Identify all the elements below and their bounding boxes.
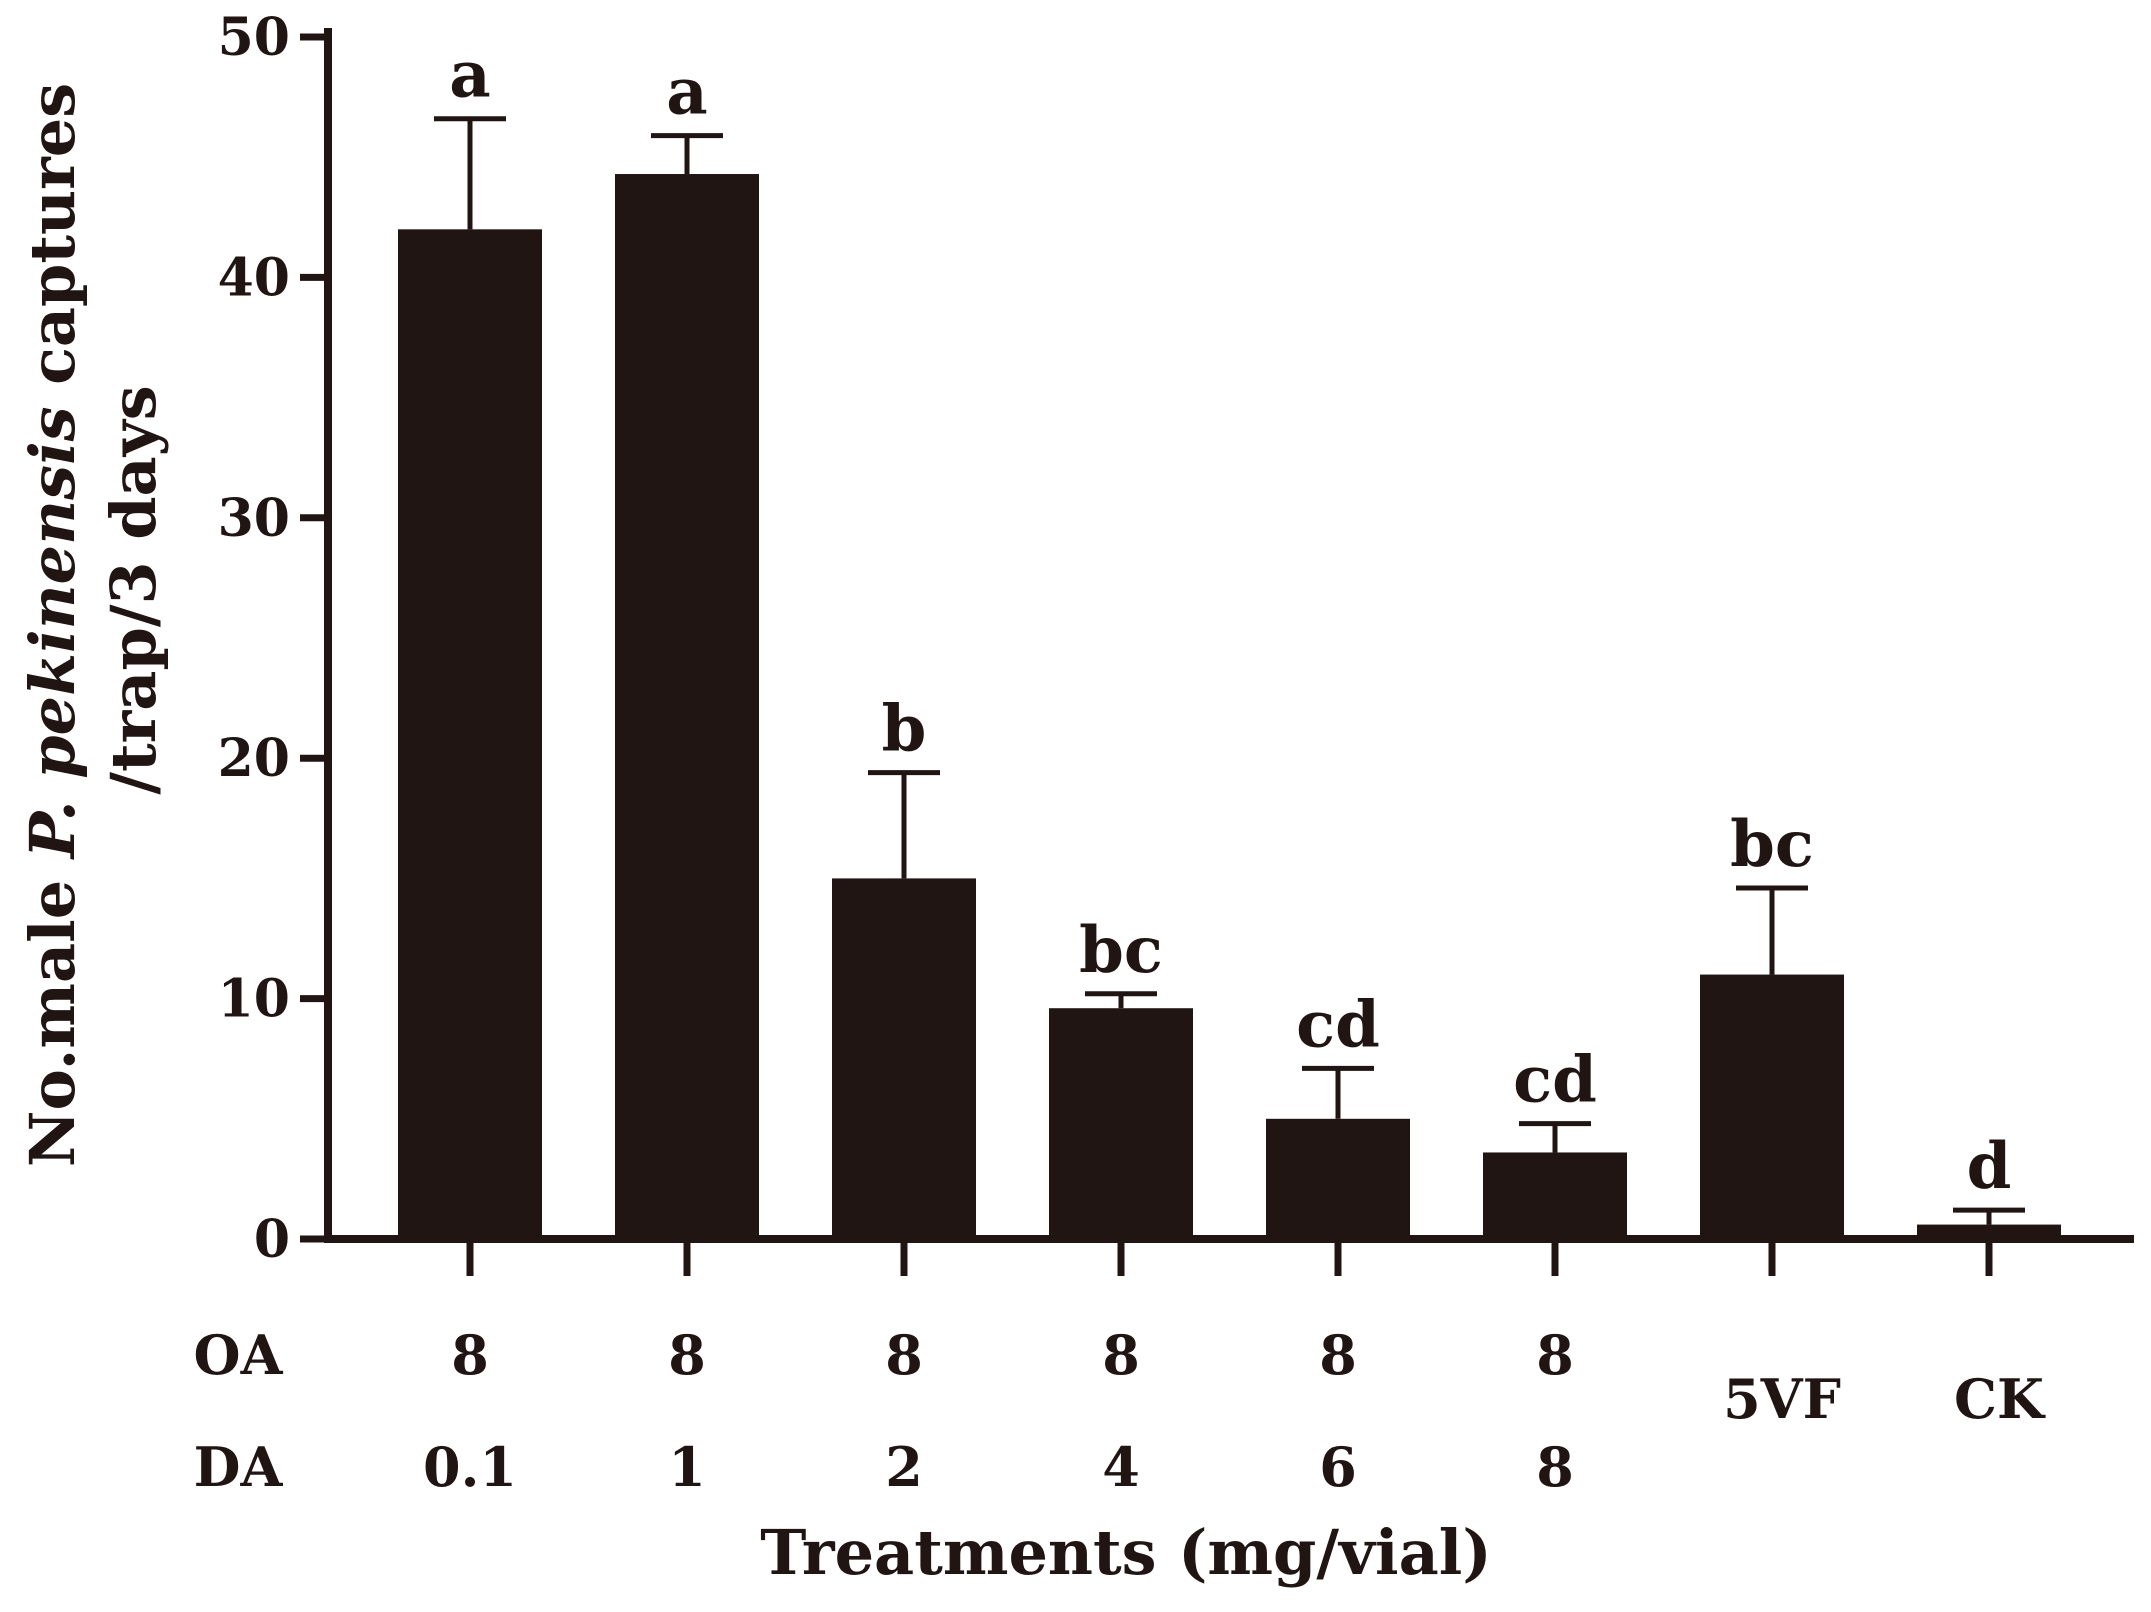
da-value: 2: [885, 1435, 923, 1499]
bar: [398, 229, 542, 1239]
x-axis-title: Treatments (mg/vial): [760, 1516, 1491, 1589]
treatment-rows: OA DA 8 8 8 8 8 8 0.1 1 2 4 6 8 5VF CK: [194, 1323, 2046, 1499]
significance-letter: bc: [1079, 913, 1163, 988]
significance-letter: b: [882, 692, 927, 767]
bars-group: a a b bc cd cd bc d: [398, 38, 2061, 1240]
da-value: 4: [1102, 1435, 1140, 1499]
da-value: 6: [1319, 1435, 1357, 1499]
y-axis-title-line1: No.male P. pekinensis captures: [16, 83, 89, 1167]
oa-value: 8: [451, 1323, 489, 1387]
oa-row-label: OA: [194, 1323, 284, 1387]
da-value: 1: [668, 1435, 706, 1499]
y-tick-label: 40: [218, 247, 290, 308]
y-axis-ticks: 0 10 20 30 40 50: [218, 7, 328, 1270]
bar: [615, 174, 759, 1240]
oa-value: 8: [668, 1323, 706, 1387]
bar: [1049, 1008, 1193, 1239]
y-axis-title-line2: /trap/3 days: [97, 385, 170, 794]
y-tick-label: 10: [218, 969, 290, 1030]
y-tick-label: 50: [218, 7, 290, 68]
da-value: 8: [1536, 1435, 1574, 1499]
special-treatment-label: CK: [1954, 1367, 2046, 1431]
bar: [1700, 974, 1844, 1239]
bar: [1917, 1224, 2061, 1239]
significance-letter: a: [666, 55, 707, 130]
bar: [1483, 1152, 1627, 1239]
oa-value: 8: [885, 1323, 923, 1387]
bar: [1266, 1118, 1410, 1239]
x-axis-ticks: [466, 1239, 1993, 1276]
y-tick-label: 0: [254, 1209, 290, 1270]
bar: [832, 878, 976, 1239]
significance-letter: a: [449, 38, 490, 113]
y-tick-label: 30: [218, 488, 290, 549]
da-row-label: DA: [194, 1435, 284, 1499]
oa-value: 8: [1319, 1323, 1357, 1387]
y-tick-label: 20: [218, 728, 290, 789]
special-treatment-label: 5VF: [1723, 1367, 1841, 1431]
oa-value: 8: [1536, 1323, 1574, 1387]
significance-letter: cd: [1513, 1043, 1597, 1118]
significance-letter: d: [1967, 1129, 2012, 1204]
significance-letter: bc: [1730, 807, 1814, 882]
y-axis-title: No.male P. pekinensis captures /trap/3 d…: [16, 83, 170, 1167]
significance-letter: cd: [1296, 987, 1380, 1062]
da-value: 0.1: [423, 1435, 517, 1499]
oa-value: 8: [1102, 1323, 1140, 1387]
